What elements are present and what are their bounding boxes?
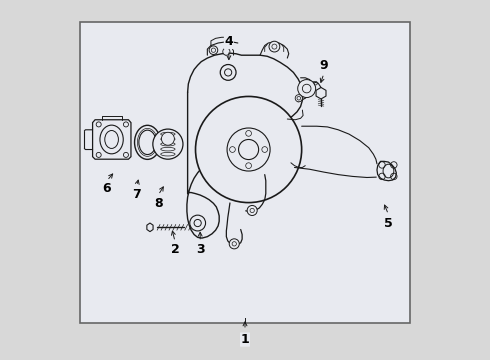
Polygon shape [93,120,131,159]
Circle shape [224,69,232,76]
Circle shape [196,96,302,203]
Circle shape [298,80,316,98]
Text: 7: 7 [132,188,141,201]
Circle shape [190,215,205,231]
Text: 6: 6 [102,183,111,195]
Polygon shape [147,223,153,231]
Circle shape [220,64,236,80]
Text: 3: 3 [196,243,204,256]
Text: 4: 4 [224,35,233,49]
Text: 1: 1 [241,333,249,346]
Ellipse shape [139,130,156,154]
Ellipse shape [100,125,123,154]
Ellipse shape [135,125,160,159]
Text: 2: 2 [171,243,179,256]
Circle shape [223,48,230,55]
Ellipse shape [105,131,119,148]
Circle shape [194,220,201,226]
Circle shape [229,239,239,249]
Circle shape [209,46,218,54]
Circle shape [269,41,280,52]
Circle shape [239,139,259,159]
FancyBboxPatch shape [80,22,410,323]
Circle shape [153,129,183,159]
Circle shape [295,95,302,102]
Text: 9: 9 [319,59,328,72]
Text: 5: 5 [384,216,393,230]
Circle shape [227,128,270,171]
Polygon shape [316,87,326,99]
Text: 8: 8 [154,197,163,210]
Circle shape [161,132,174,145]
Ellipse shape [383,164,394,178]
Circle shape [247,206,257,216]
